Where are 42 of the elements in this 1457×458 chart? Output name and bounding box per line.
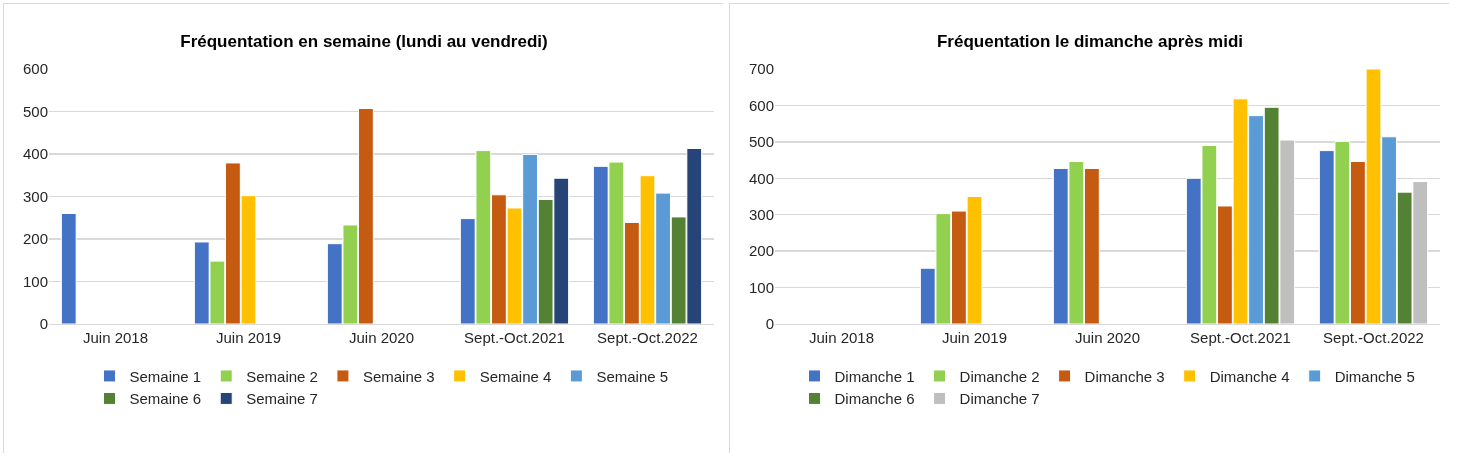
legend-label: Semaine 3 (362, 367, 435, 385)
y-tick-label: 0 (39, 315, 48, 333)
y-tick-label: 400 (22, 145, 48, 163)
y-tick-label: 600 (22, 60, 48, 78)
x-tick-label: Sept.-Oct.2021 (464, 329, 565, 346)
legend-label: Dimanche 4 (1209, 367, 1290, 385)
legend-label: Semaine 2 (246, 367, 318, 385)
x-tick-label: Juin 2019 (941, 329, 1008, 346)
y-tick-label: 400 (748, 169, 774, 187)
legend-label: Semaine 7 (246, 390, 318, 408)
x-tick-label: Juin 2020 (348, 329, 415, 346)
x-tick-label: Juin 2018 (808, 329, 875, 346)
y-tick-label: 300 (22, 187, 48, 205)
legend-label: Dimanche 6 (834, 390, 915, 408)
bar (60, 213, 77, 324)
legend-label: Dimanche 2 (959, 367, 1040, 385)
legend-label: Semaine 6 (129, 390, 202, 408)
y-tick-label: 200 (748, 242, 774, 260)
y-tick-label: 700 (748, 60, 774, 78)
y-tick-label: 600 (748, 96, 774, 114)
legend-label: Dimanche 5 (1334, 367, 1415, 385)
x-tick-label: Sept.-Oct.2021 (1190, 329, 1291, 346)
chart-title: Fréquentation en semaine (lundi au vendredi) (180, 32, 548, 52)
x-tick-label: Sept.-Oct.2022 (597, 329, 698, 346)
y-tick-label: 200 (22, 230, 48, 248)
legend-label: Dimanche 7 (959, 390, 1040, 408)
y-tick-label: 100 (22, 272, 48, 290)
y-tick-label: 500 (748, 133, 774, 151)
x-tick-label: Juin 2020 (1074, 329, 1141, 346)
y-tick-label: 500 (22, 102, 48, 120)
legend-label: Dimanche 1 (834, 367, 915, 385)
legend-label: Semaine 5 (596, 367, 669, 385)
legend-label: Dimanche 3 (1084, 367, 1165, 385)
legend-label: Semaine 4 (479, 367, 552, 385)
x-tick-label: Sept.-Oct.2022 (1323, 329, 1424, 346)
x-tick-label: Juin 2018 (82, 329, 149, 346)
legend-label: Semaine 1 (129, 367, 202, 385)
chart-title: Fréquentation le dimanche après midi (936, 32, 1244, 52)
y-tick-label: 300 (748, 205, 774, 223)
y-tick-label: 0 (765, 315, 774, 333)
x-tick-label: Juin 2019 (215, 329, 282, 346)
y-tick-label: 100 (748, 278, 774, 296)
